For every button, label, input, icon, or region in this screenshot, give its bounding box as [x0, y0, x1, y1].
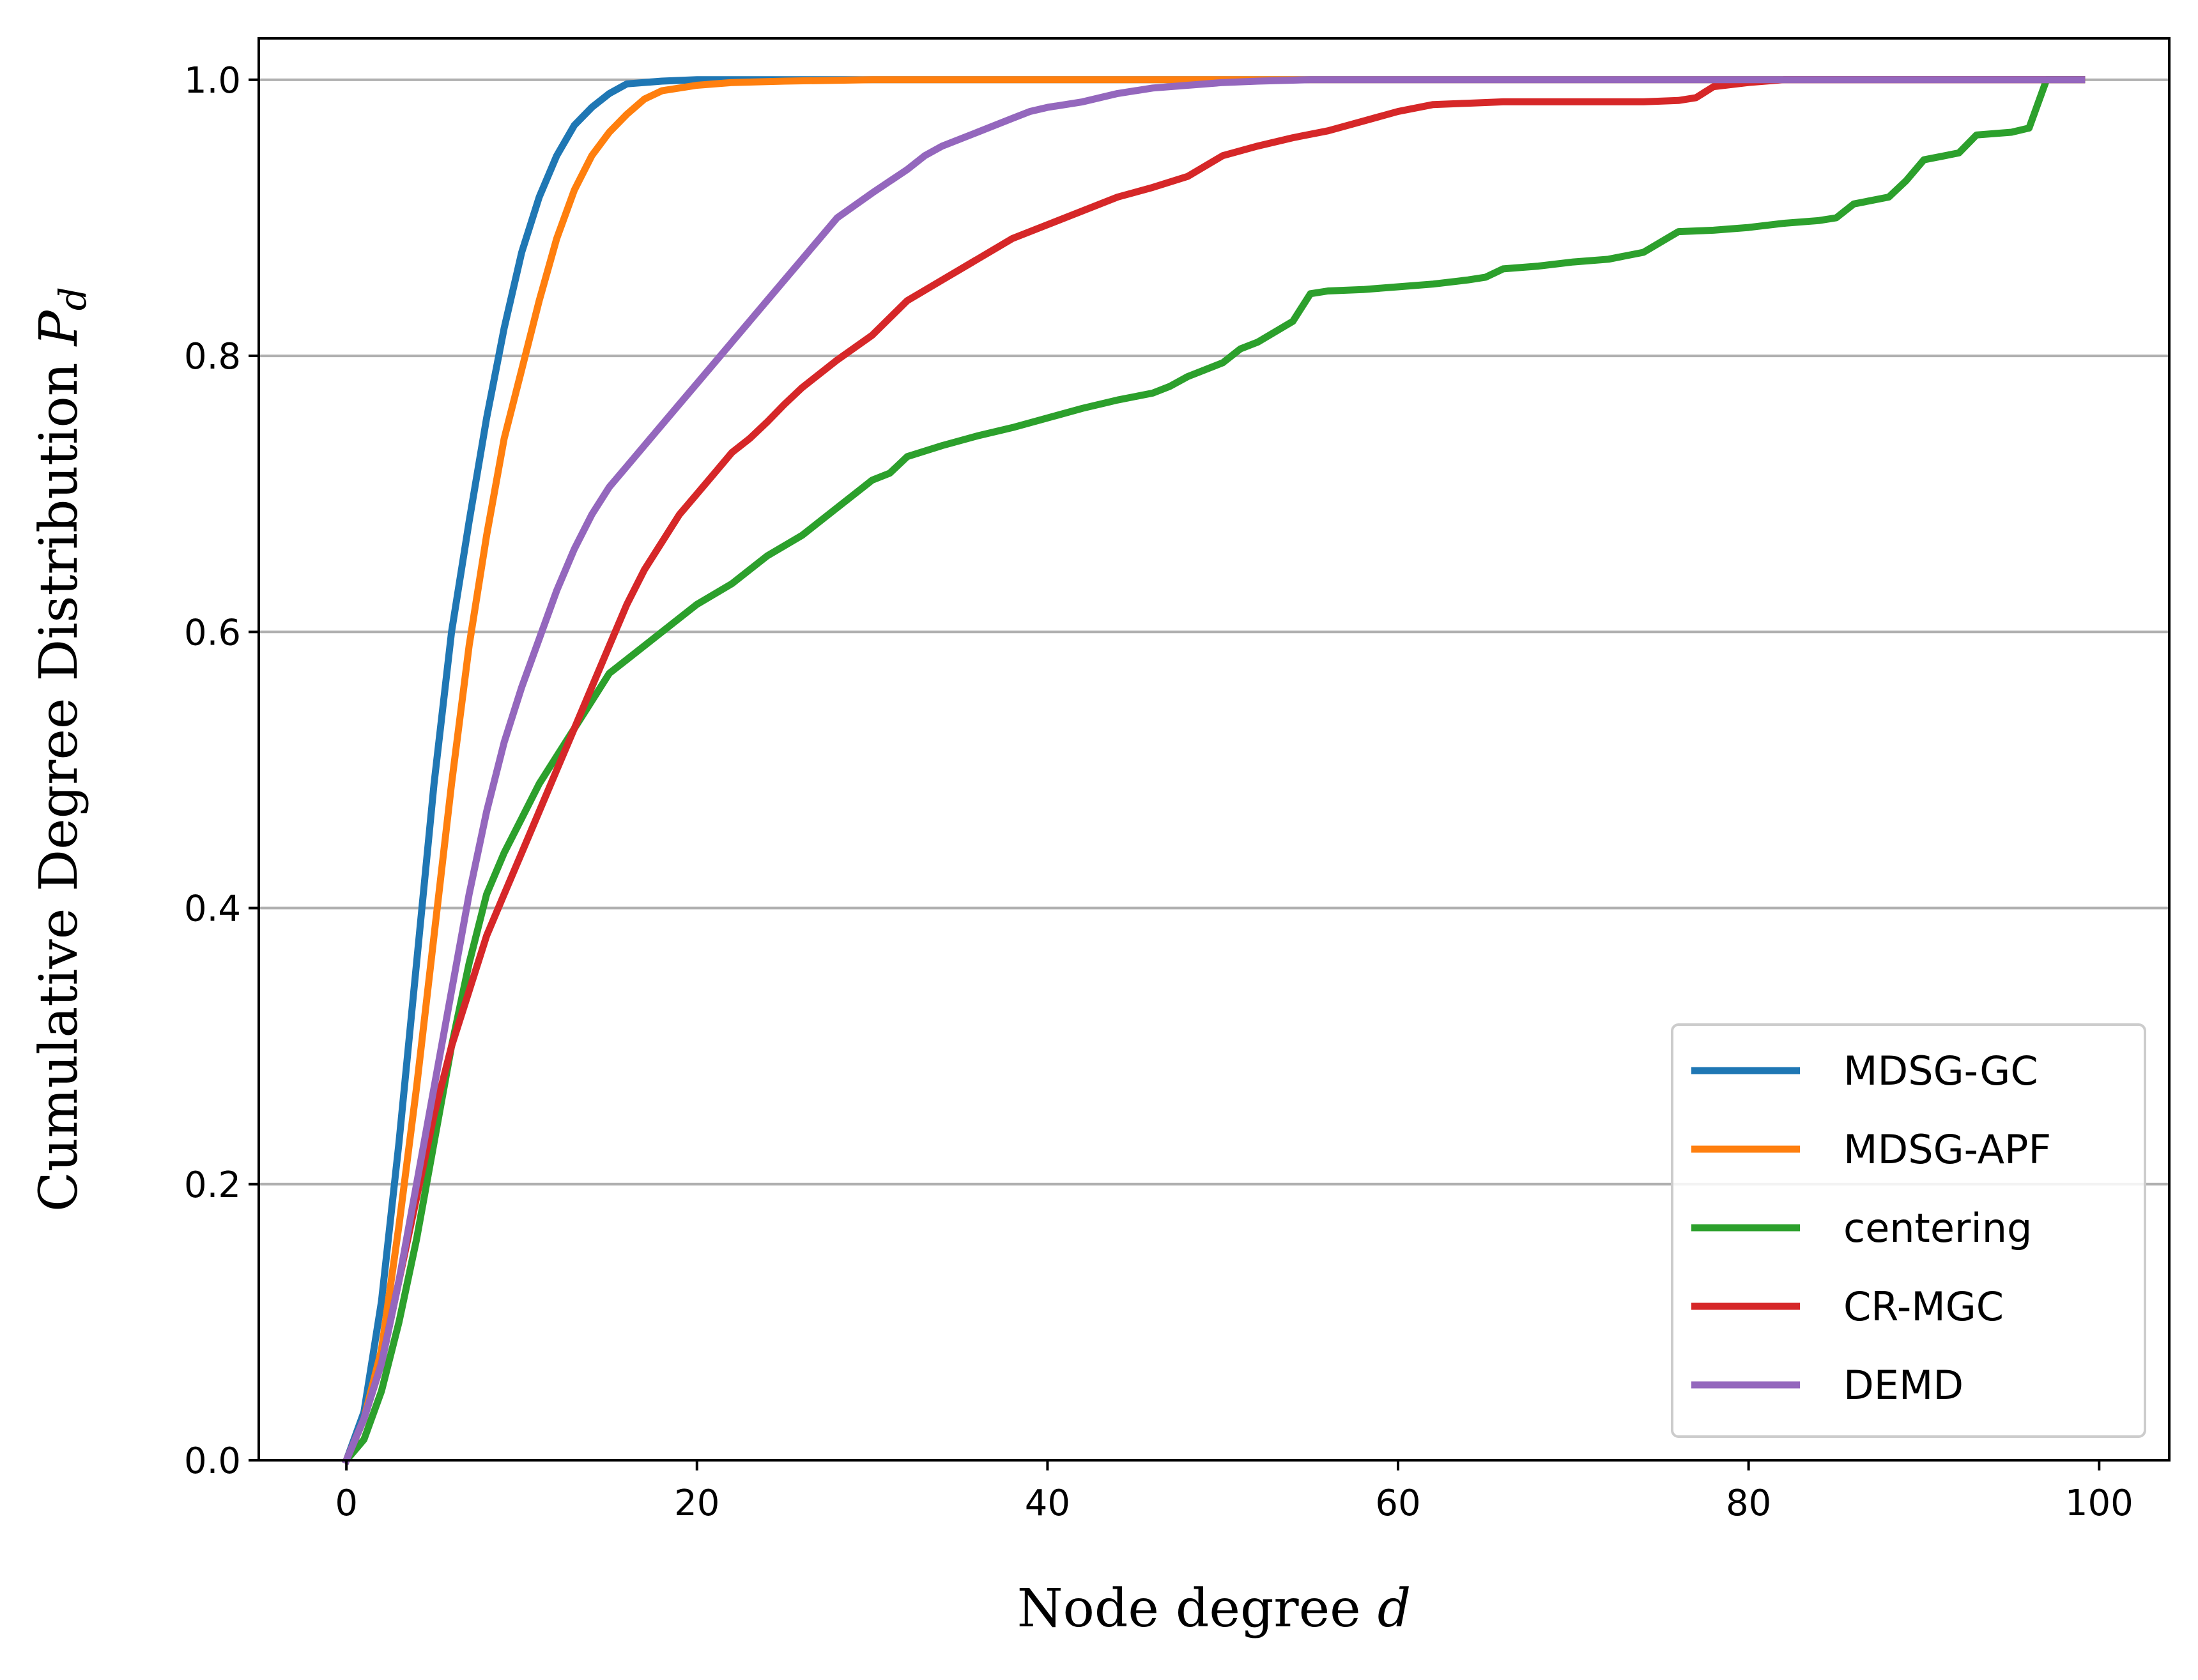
x-axis-label-variable: d	[1378, 1578, 1411, 1639]
series-line-cr-mgc	[341, 76, 2086, 1465]
y-ticks: 0.0 0.2 0.4 0.6 0.8 1.0	[184, 60, 259, 1482]
series-line-demd	[341, 76, 2086, 1465]
x-tick-label: 100	[2065, 1483, 2133, 1524]
x-ticks: 0 20 40 60 80 100	[335, 1460, 2133, 1524]
legend: MDSG-GC MDSG-APF centering CR-MGC DEMD	[1671, 1023, 2146, 1438]
series-lines	[341, 76, 2086, 1465]
legend-label: MDSG-GC	[1843, 1048, 2038, 1094]
legend-label: CR-MGC	[1843, 1283, 2004, 1330]
y-tick-label: 0.2	[184, 1165, 241, 1206]
series-line-centering	[341, 76, 2086, 1465]
x-tick-label: 20	[674, 1483, 719, 1524]
y-axis-label: Cumulative Degree Distribution Pd	[29, 287, 95, 1212]
y-tick-label: 0.8	[184, 336, 241, 378]
legend-box	[1671, 1023, 2146, 1438]
x-tick-label: 0	[335, 1483, 358, 1524]
x-axis-label: Node degree d	[1017, 1578, 1411, 1639]
plot-frame	[257, 37, 2171, 1462]
x-tick-label: 80	[1726, 1483, 1771, 1524]
x-tick-label: 60	[1375, 1483, 1420, 1524]
y-axis-label-variable: P	[29, 309, 89, 347]
legend-label: MDSG-APF	[1843, 1126, 2051, 1173]
x-axis-label-text: Node degree	[1017, 1578, 1361, 1639]
y-axis-label-text: Cumulative Degree Distribution	[29, 362, 89, 1212]
legend-label: DEMD	[1843, 1362, 1964, 1409]
y-tick-label: 0.0	[184, 1440, 241, 1482]
y-tick-label: 1.0	[184, 60, 241, 102]
x-tick-label: 40	[1025, 1483, 1070, 1524]
y-tick-label: 0.4	[184, 889, 241, 930]
series-line-mdsg-apf	[341, 76, 2086, 1465]
y-axis-label-subscript: d	[51, 287, 95, 310]
y-tick-label: 0.6	[184, 612, 241, 653]
legend-label: centering	[1843, 1205, 2032, 1251]
